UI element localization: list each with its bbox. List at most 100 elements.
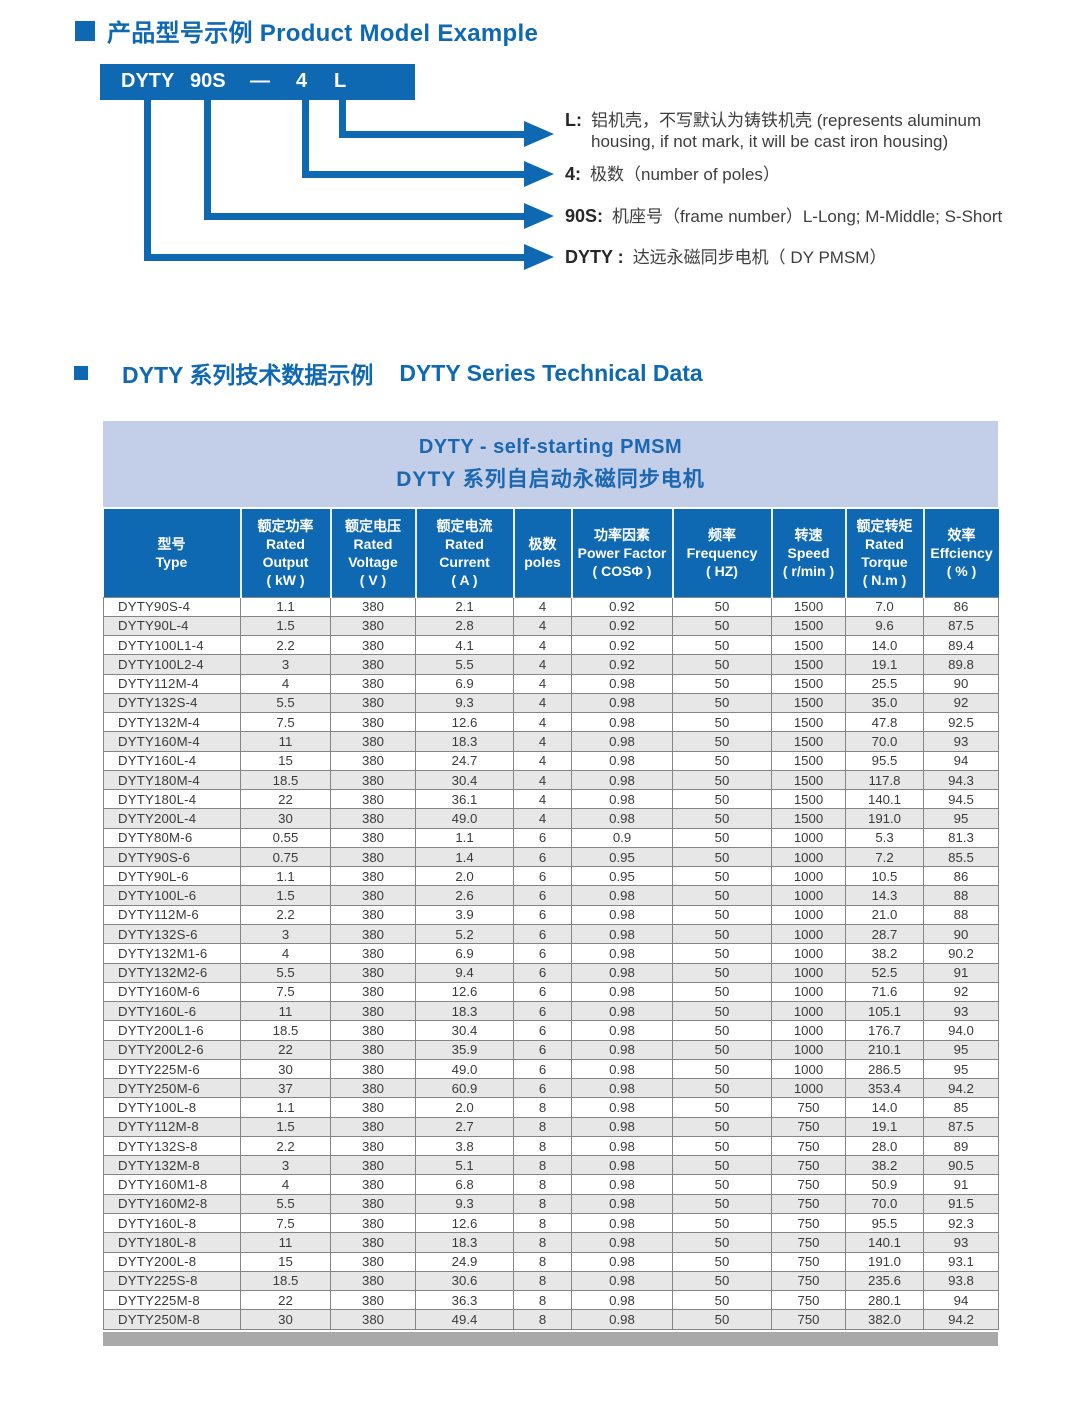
- value-cell: 1500: [771, 808, 846, 829]
- callout-label-housing: L: 铝机壳，不写默认为铸铁机壳 (represents aluminum ho…: [565, 110, 1035, 152]
- value-cell: 4: [513, 596, 572, 617]
- value-cell: 0.98: [571, 750, 673, 771]
- value-cell: 70.0: [845, 731, 924, 752]
- value-cell: 1500: [771, 615, 846, 637]
- value-cell: 4: [240, 1174, 331, 1195]
- model-type-cell: DYTY160L-8: [103, 1212, 241, 1234]
- table-row: DYTY180M-4 18.5 380 30.4 4 0.98 50 1500 117.8 94.…: [103, 769, 999, 791]
- value-cell: 105.1: [845, 1001, 924, 1022]
- value-cell: 380: [330, 1155, 416, 1176]
- value-cell: 1000: [771, 846, 846, 868]
- value-cell: 750: [771, 1270, 846, 1292]
- specs-table: 型号 Type 额定功率 Rated Output( kW ) 额定电压 Rated Vo…: [103, 509, 999, 1330]
- value-cell: 1500: [771, 692, 846, 714]
- value-cell: 4: [513, 635, 572, 656]
- section-title: 产品型号示例 Product Model Example: [107, 13, 538, 48]
- table-row: DYTY90L-4 1.5 380 2.8 4 0.92 50 1500 9.6 87.5: [103, 615, 999, 637]
- value-cell: 50: [672, 1058, 772, 1080]
- value-cell: 5.5: [240, 692, 331, 714]
- table-row: DYTY160M1-8 4 380 6.8 8 0.98 50 750 50.9 91: [103, 1174, 999, 1195]
- section-title-en: Product Model Example: [259, 20, 539, 47]
- value-cell: 117.8: [845, 769, 924, 791]
- value-cell: 3: [240, 654, 331, 675]
- table-row: DYTY160L-4 15 380 24.7 4 0.98 50 1500 95.5 94: [103, 750, 999, 771]
- value-cell: 30: [240, 1058, 331, 1080]
- value-cell: 2.2: [240, 1135, 331, 1157]
- callout-line: [339, 131, 524, 138]
- value-cell: 380: [330, 615, 416, 637]
- table-row: DYTY132M1-6 4 380 6.9 6 0.98 50 1000 38.2 90.2: [103, 943, 999, 964]
- value-cell: 14.0: [845, 1097, 924, 1118]
- value-cell: 95.5: [845, 750, 924, 771]
- value-cell: 380: [330, 1212, 416, 1234]
- value-cell: 0.95: [571, 866, 673, 887]
- value-cell: 50: [672, 1251, 772, 1272]
- column-header-effciency: 效率 Effciency( % ): [923, 509, 999, 597]
- value-cell: 0.98: [571, 1097, 673, 1118]
- value-cell: 2.8: [415, 615, 514, 637]
- value-cell: 9.3: [415, 692, 514, 714]
- value-cell: 235.6: [845, 1270, 924, 1292]
- value-cell: 0.98: [571, 1309, 673, 1330]
- value-cell: 36.1: [415, 789, 514, 810]
- callout-line: [144, 254, 524, 261]
- value-cell: 50: [672, 750, 772, 771]
- model-type-cell: DYTY180M-4: [103, 769, 241, 791]
- value-cell: 280.1: [845, 1290, 924, 1311]
- model-type-cell: DYTY132M-8: [103, 1155, 241, 1176]
- value-cell: 380: [330, 1309, 416, 1330]
- value-cell: 0.98: [571, 692, 673, 714]
- value-cell: 0.98: [571, 962, 673, 983]
- value-cell: 0.98: [571, 1251, 673, 1272]
- value-cell: 95: [923, 1058, 999, 1080]
- callout-label-series: DYTY : 达远永磁同步电机（ DY PMSM）: [565, 247, 1035, 268]
- value-cell: 38.2: [845, 943, 924, 964]
- value-cell: 8: [513, 1155, 572, 1176]
- table-header-row: 型号 Type 额定功率 Rated Output( kW ) 额定电压 Rated Vo…: [103, 509, 999, 597]
- model-type-cell: DYTY160M1-8: [103, 1174, 241, 1195]
- value-cell: 70.0: [845, 1193, 924, 1215]
- value-cell: 380: [330, 1193, 416, 1215]
- value-cell: 0.92: [571, 596, 673, 617]
- value-cell: 2.0: [415, 1097, 514, 1118]
- value-cell: 750: [771, 1290, 846, 1311]
- value-cell: 30: [240, 1309, 331, 1330]
- value-cell: 24.9: [415, 1251, 514, 1272]
- value-cell: 0.98: [571, 1155, 673, 1176]
- value-cell: 0.55: [240, 827, 331, 848]
- value-cell: 95: [923, 1039, 999, 1060]
- value-cell: 750: [771, 1135, 846, 1157]
- value-cell: 4: [513, 750, 572, 771]
- value-cell: 11: [240, 1232, 331, 1253]
- value-cell: 50: [672, 904, 772, 926]
- table-row: DYTY112M-6 2.2 380 3.9 6 0.98 50 1000 21.0 88: [103, 904, 999, 926]
- value-cell: 8: [513, 1270, 572, 1292]
- model-part-frame: 90S: [190, 70, 226, 92]
- value-cell: 380: [330, 885, 416, 906]
- value-cell: 15: [240, 750, 331, 771]
- value-cell: 90.2: [923, 943, 999, 964]
- value-cell: 11: [240, 1001, 331, 1022]
- value-cell: 0.95: [571, 846, 673, 868]
- table-footer-bar: [103, 1331, 998, 1346]
- value-cell: 18.3: [415, 1232, 514, 1253]
- value-cell: 50: [672, 615, 772, 637]
- section-bullet-icon: [74, 366, 88, 380]
- value-cell: 18.5: [240, 769, 331, 791]
- value-cell: 0.98: [571, 789, 673, 810]
- value-cell: 750: [771, 1251, 846, 1272]
- model-type-cell: DYTY80M-6: [103, 827, 241, 848]
- value-cell: 50: [672, 731, 772, 752]
- value-cell: 380: [330, 1135, 416, 1157]
- value-cell: 380: [330, 654, 416, 675]
- value-cell: 140.1: [845, 789, 924, 810]
- value-cell: 50: [672, 1290, 772, 1311]
- value-cell: 94.2: [923, 1309, 999, 1330]
- value-cell: 0.98: [571, 1001, 673, 1022]
- value-cell: 4: [513, 615, 572, 637]
- value-cell: 50: [672, 962, 772, 983]
- model-code-box: DYTY 90S — 4 L: [100, 64, 415, 100]
- callout-line: [204, 213, 524, 220]
- column-header-rated-torque: 额定转矩 Rated Torque( N.m ): [845, 509, 925, 597]
- value-cell: 89.8: [923, 654, 999, 675]
